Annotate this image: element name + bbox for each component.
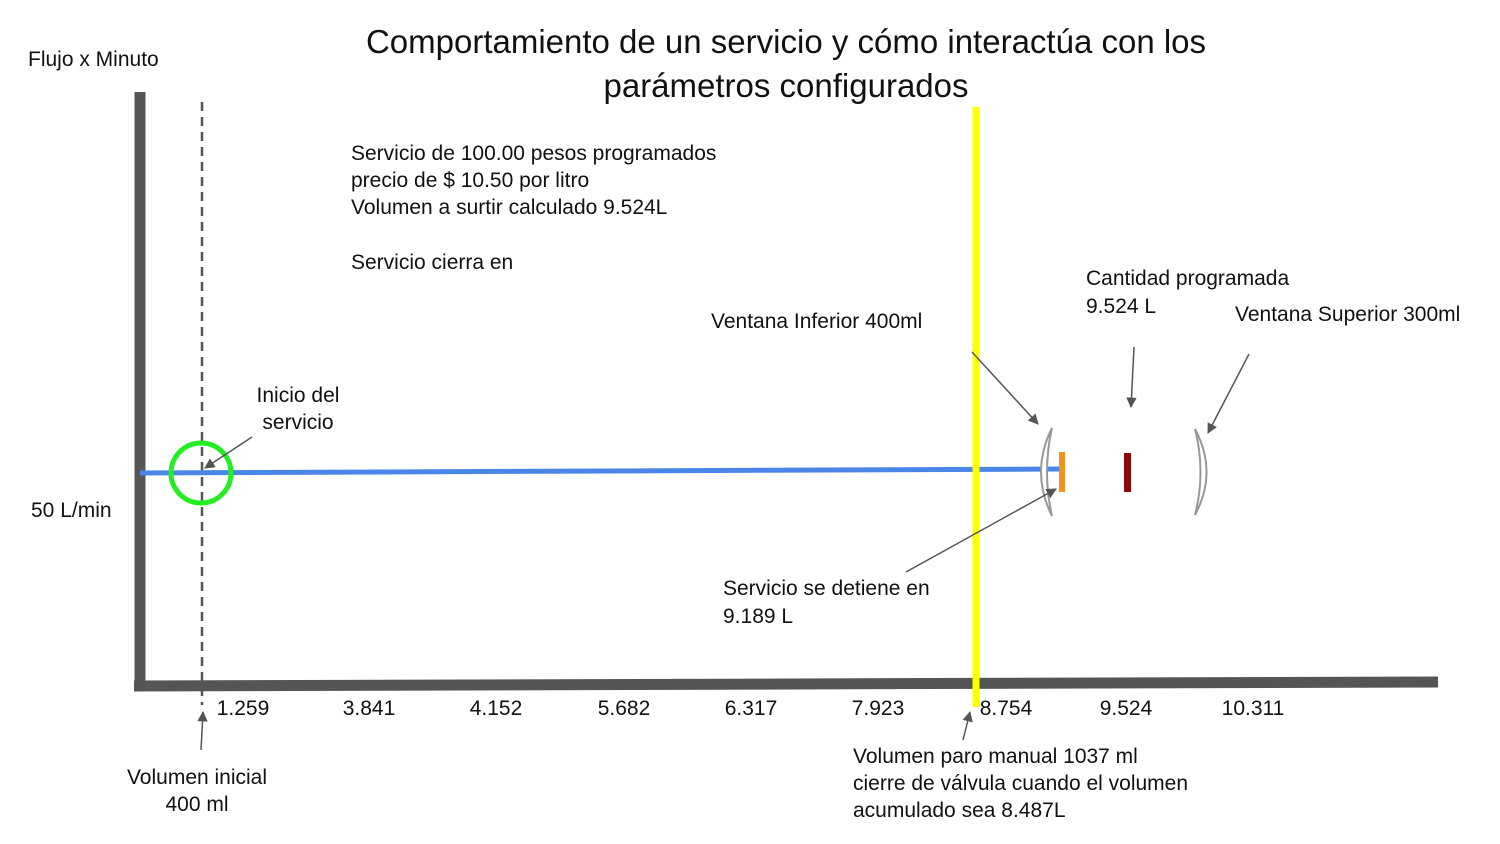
- manual-stop-arrow: [962, 710, 973, 741]
- flow-rate-label: 50 L/min: [31, 499, 112, 522]
- info-calculated-volume: Volumen a surtir calculado 9.524L: [351, 196, 668, 219]
- service-stop-marker: [1059, 452, 1065, 492]
- y-axis-label: Flujo x Minuto: [28, 48, 159, 71]
- service-start-circle: [168, 440, 234, 506]
- x-tick-label: 1.259: [216, 697, 270, 720]
- upper-window-bracket: [1194, 428, 1208, 516]
- lower-window-bracket: [1040, 427, 1053, 517]
- lower-window-label: Ventana Inferior 400ml: [711, 310, 923, 333]
- start-arrow: [204, 436, 253, 469]
- initial-volume-value: 400 ml: [165, 793, 229, 816]
- programmed-quantity-value: 9.524 L: [1086, 295, 1157, 318]
- service-stop-value: 9.189 L: [723, 605, 794, 628]
- x-tick-label: 7.923: [851, 697, 905, 720]
- upper-window-arrow: [1207, 353, 1250, 434]
- info-service-closes: Servicio cierra en: [351, 251, 514, 274]
- programmed-quantity-marker: [1124, 453, 1131, 492]
- x-tick-label: 4.152: [469, 697, 523, 720]
- flow-rate-line: [139, 466, 1063, 476]
- lower-window-arrow: [971, 351, 1039, 425]
- info-price-per-liter: precio de $ 10.50 por litro: [351, 169, 590, 192]
- programmed-quantity-arrow: [1126, 346, 1137, 409]
- initial-volume-arrow: [197, 710, 208, 751]
- x-tick-label: 10.311: [1221, 697, 1285, 720]
- x-axis: [133, 676, 1439, 692]
- info-service-amount: Servicio de 100.00 pesos programados: [351, 142, 717, 165]
- service-stop-arrow: [905, 488, 1057, 573]
- x-tick-label: 8.754: [979, 697, 1033, 720]
- manual-stop-label-line-3: acumulado sea 8.487L: [853, 799, 1066, 822]
- diagram-title-line-2: parámetros configurados: [603, 67, 969, 104]
- programmed-quantity-label: Cantidad programada: [1086, 267, 1290, 290]
- diagram-title-line-1: Comportamiento de un servicio y cómo int…: [365, 23, 1207, 60]
- start-label-line-1: Inicio del: [256, 384, 340, 407]
- manual-stop-label-line-2: cierre de válvula cuando el volumen: [853, 772, 1189, 795]
- manual-stop-label-line-1: Volumen paro manual 1037 ml: [853, 745, 1138, 768]
- upper-window-label: Ventana Superior 300ml: [1235, 303, 1461, 326]
- x-tick-label: 3.841: [342, 697, 396, 720]
- x-tick-label: 6.317: [724, 697, 778, 720]
- x-tick-label: 5.682: [597, 697, 651, 720]
- x-tick-label: 9.524: [1099, 697, 1153, 720]
- start-label-line-2: servicio: [262, 411, 334, 434]
- service-stop-label: Servicio se detiene en: [723, 577, 930, 600]
- initial-volume-label: Volumen inicial: [126, 766, 268, 789]
